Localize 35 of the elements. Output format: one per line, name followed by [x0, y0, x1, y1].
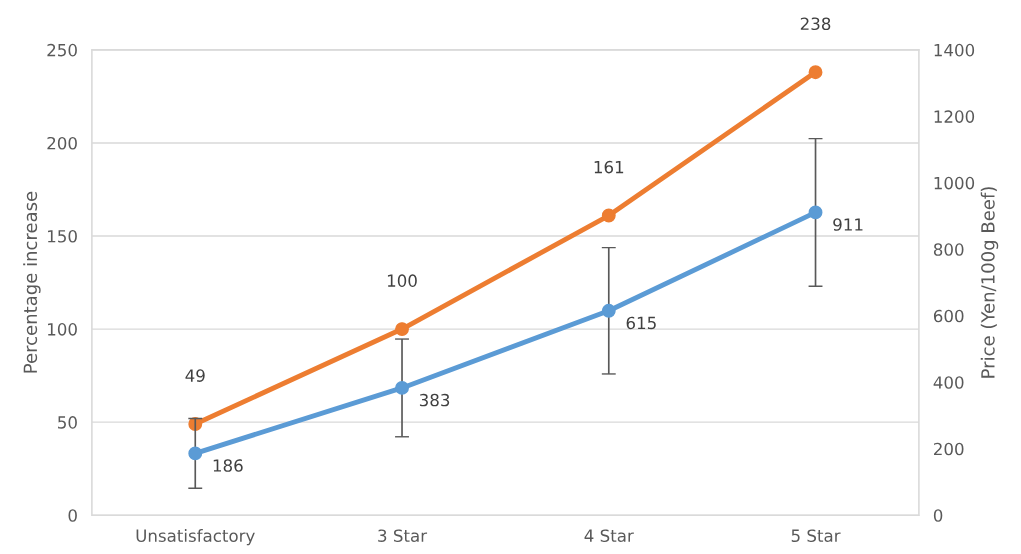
x-tick-label: 3 Star [378, 529, 428, 543]
data-label: 161 [594, 160, 624, 174]
y2-tick-label: 400 [933, 376, 964, 389]
data-label: 238 [800, 17, 831, 31]
x-tick-label: 4 Star [584, 529, 634, 543]
y-tick-label: 0 [68, 509, 77, 522]
point [188, 446, 203, 461]
y2-tick-label: 600 [933, 309, 964, 323]
point [808, 205, 823, 220]
data-label: 49 [185, 369, 205, 382]
y-tick-label: 200 [47, 136, 77, 150]
point [601, 303, 616, 318]
x-tick-label: Unsatisfactory [136, 529, 255, 546]
data-label: 383 [419, 393, 450, 407]
y2-tick-label: 0 [933, 509, 943, 522]
y2-tick-label: 1400 [934, 43, 975, 57]
point [395, 322, 409, 337]
y-tick-label: 250 [47, 43, 77, 57]
y-tick-label: 50 [58, 416, 77, 429]
y2-tick-label: 1200 [934, 110, 975, 123]
y2-tick-label: 1000 [934, 176, 975, 190]
point [395, 380, 409, 395]
point [808, 65, 823, 80]
data-label: 100 [387, 274, 417, 287]
y-tick-label: 150 [48, 229, 77, 243]
y2-axis-title: Price (Yen/100g Beef) [980, 187, 999, 378]
y2-tick-label: 200 [934, 442, 964, 456]
y-tick-label: 100 [48, 323, 77, 336]
data-label: 911 [833, 218, 863, 231]
y-axis-title: Percentage increase [23, 191, 41, 373]
data-label: 186 [213, 459, 243, 472]
point [601, 208, 616, 223]
data-label: 615 [626, 316, 656, 330]
x-tick-label: 5 Star [791, 529, 841, 543]
y2-tick-label: 800 [933, 243, 964, 256]
